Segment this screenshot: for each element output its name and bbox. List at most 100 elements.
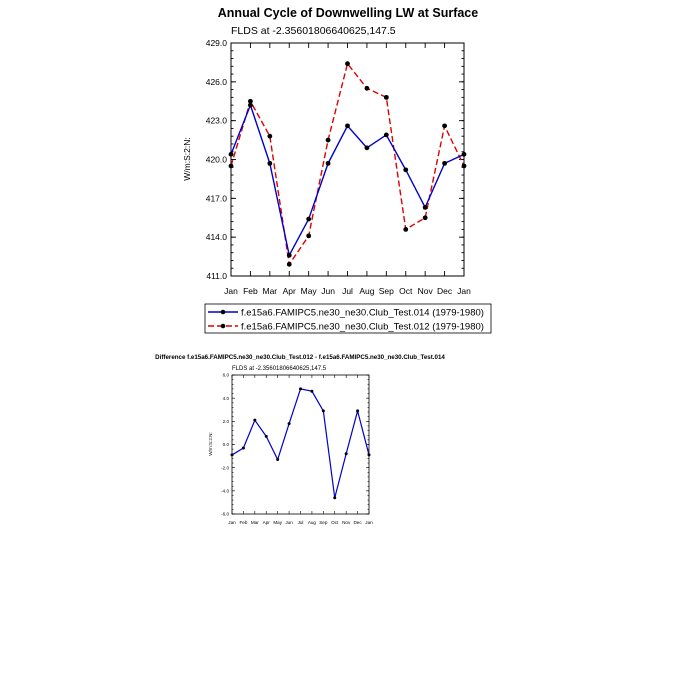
legend: f.e15a6.FAMIPC5.ne30_ne30.Club_Test.014 … [204,303,492,334]
legend-marker-series-2 [220,323,226,329]
series-2-point [267,133,273,139]
series-2-point [306,233,312,239]
x-tick-label: May [301,286,318,296]
x-tick-label: Jan [224,286,238,296]
diff-axis-ticks [231,374,370,515]
series-2-point [325,137,331,143]
series-1-point [264,434,268,438]
main-x-tick-labels: Jan Feb Mar Apr May Jun Jul Aug Sep Oct Nov Dec Jan [224,286,471,296]
series-1-point [276,458,280,462]
y-tick-label: 426.0 [206,77,228,87]
diff-x-tick-labels: Jan Feb Mar Apr May Jun Jul Aug Sep Oct Nov Dec Jan [228,520,373,525]
main-series-group [228,61,467,267]
y-tick-label: 429.0 [206,38,228,48]
diff-y-tick-labels: -6.0 -4.0 -2.0 0.0 2.0 4.0 6.0 [221,373,229,517]
series-1-point [253,418,257,422]
x-tick-label: Jan [457,286,471,296]
y-tick-label: 4.0 [223,396,230,401]
x-tick-label: Apr [283,286,296,296]
series-1-point [345,123,350,129]
x-tick-label: Mar [263,286,278,296]
main-y-tick-labels: 411.0 414.0 417.0 420.0 423.0 426.0 429.0 [206,38,228,281]
main-chart-title: Annual Cycle of Downwelling LW at Surfac… [218,6,478,20]
series-2-point [364,85,370,91]
legend-label-series-1: f.e15a6.FAMIPC5.ne30_ne30.Club_Test.014 … [241,308,484,319]
x-tick-label: Oct [399,286,413,296]
diff-chart-subtitle: FLDS at -2.35601806640625,147.5 [232,366,327,372]
diff-y-axis-label: W/m:S:2:N: [208,432,213,455]
y-tick-label: 411.0 [206,271,227,281]
series-1-point [461,151,467,157]
series-1-point [241,446,245,450]
difference-chart: Difference f.e15a6.FAMIPC5.ne30_ne30.Clu… [155,354,445,525]
x-tick-label: May [273,520,282,525]
x-tick-label: Jul [342,286,353,296]
series-1-point [403,167,409,173]
x-tick-label: Jun [285,520,293,525]
y-tick-label: -2.0 [221,465,229,470]
legend-marker-series-1 [220,309,226,315]
series-2-point [286,261,292,267]
x-tick-label: Aug [308,520,317,525]
y-tick-label: -4.0 [221,488,229,493]
series-2-point [422,215,428,221]
x-tick-label: Nov [418,286,434,296]
x-tick-label: Dec [437,286,453,296]
x-tick-label: Feb [239,520,247,525]
series-2-point [228,163,234,169]
x-tick-label: Aug [359,286,374,296]
series-1-point [333,496,337,500]
x-tick-label: Sep [319,520,328,525]
legend-label-series-2: f.e15a6.FAMIPC5.ne30_ne30.Club_Test.012 … [241,322,484,333]
x-tick-label: Feb [243,286,258,296]
y-tick-label: 417.0 [206,193,228,203]
y-tick-label: 6.0 [223,373,230,378]
diff-series-group [230,387,371,500]
series-1-point [367,453,371,457]
legend-box [204,303,492,334]
series-1-point [248,102,253,108]
series-2-point [383,94,389,100]
series-1-point [228,151,234,157]
series-2-point [403,227,409,232]
y-tick-label: 420.0 [206,155,228,165]
series-1-point [364,145,370,151]
y-tick-label: 2.0 [223,419,230,424]
series-1-point [442,160,447,166]
series-1-point [230,453,234,457]
series-1-point [422,204,428,210]
main-chart-subtitle: FLDS at -2.35601806640625,147.5 [231,25,396,37]
x-tick-label: Jun [321,286,335,296]
x-tick-label: Mar [251,520,259,525]
x-tick-label: Oct [331,520,339,525]
series-1-point [325,160,331,166]
main-chart: Annual Cycle of Downwelling LW at Surfac… [182,6,478,296]
series-2-point [248,98,253,104]
x-tick-label: Nov [342,520,351,525]
diff-chart-title: Difference f.e15a6.FAMIPC5.ne30_ne30.Clu… [155,354,445,361]
series-1-point [356,409,360,413]
y-tick-label: 414.0 [206,232,228,242]
x-tick-label: Sep [379,286,394,296]
main-y-axis-label: W/m:S:2:N: [182,137,192,180]
series-1-point [267,160,273,166]
series-line-1 [231,388,370,499]
y-tick-label: 0.0 [223,442,230,447]
series-1-point [299,387,302,391]
x-tick-label: Jan [365,520,373,525]
y-tick-label: -6.0 [221,512,229,517]
series-2-point [345,61,350,67]
series-1-point [310,389,314,393]
main-axis-ticks [230,42,465,277]
series-line-2 [230,63,465,266]
main-plot-frame [230,42,465,277]
series-1-point [286,252,292,258]
series-2-point [461,163,467,169]
x-tick-label: Dec [353,520,362,525]
series-1-point [287,422,291,426]
x-tick-label: Jan [228,520,236,525]
series-2-point [442,123,447,129]
x-tick-label: Jul [298,520,304,525]
x-tick-label: Apr [263,520,271,525]
